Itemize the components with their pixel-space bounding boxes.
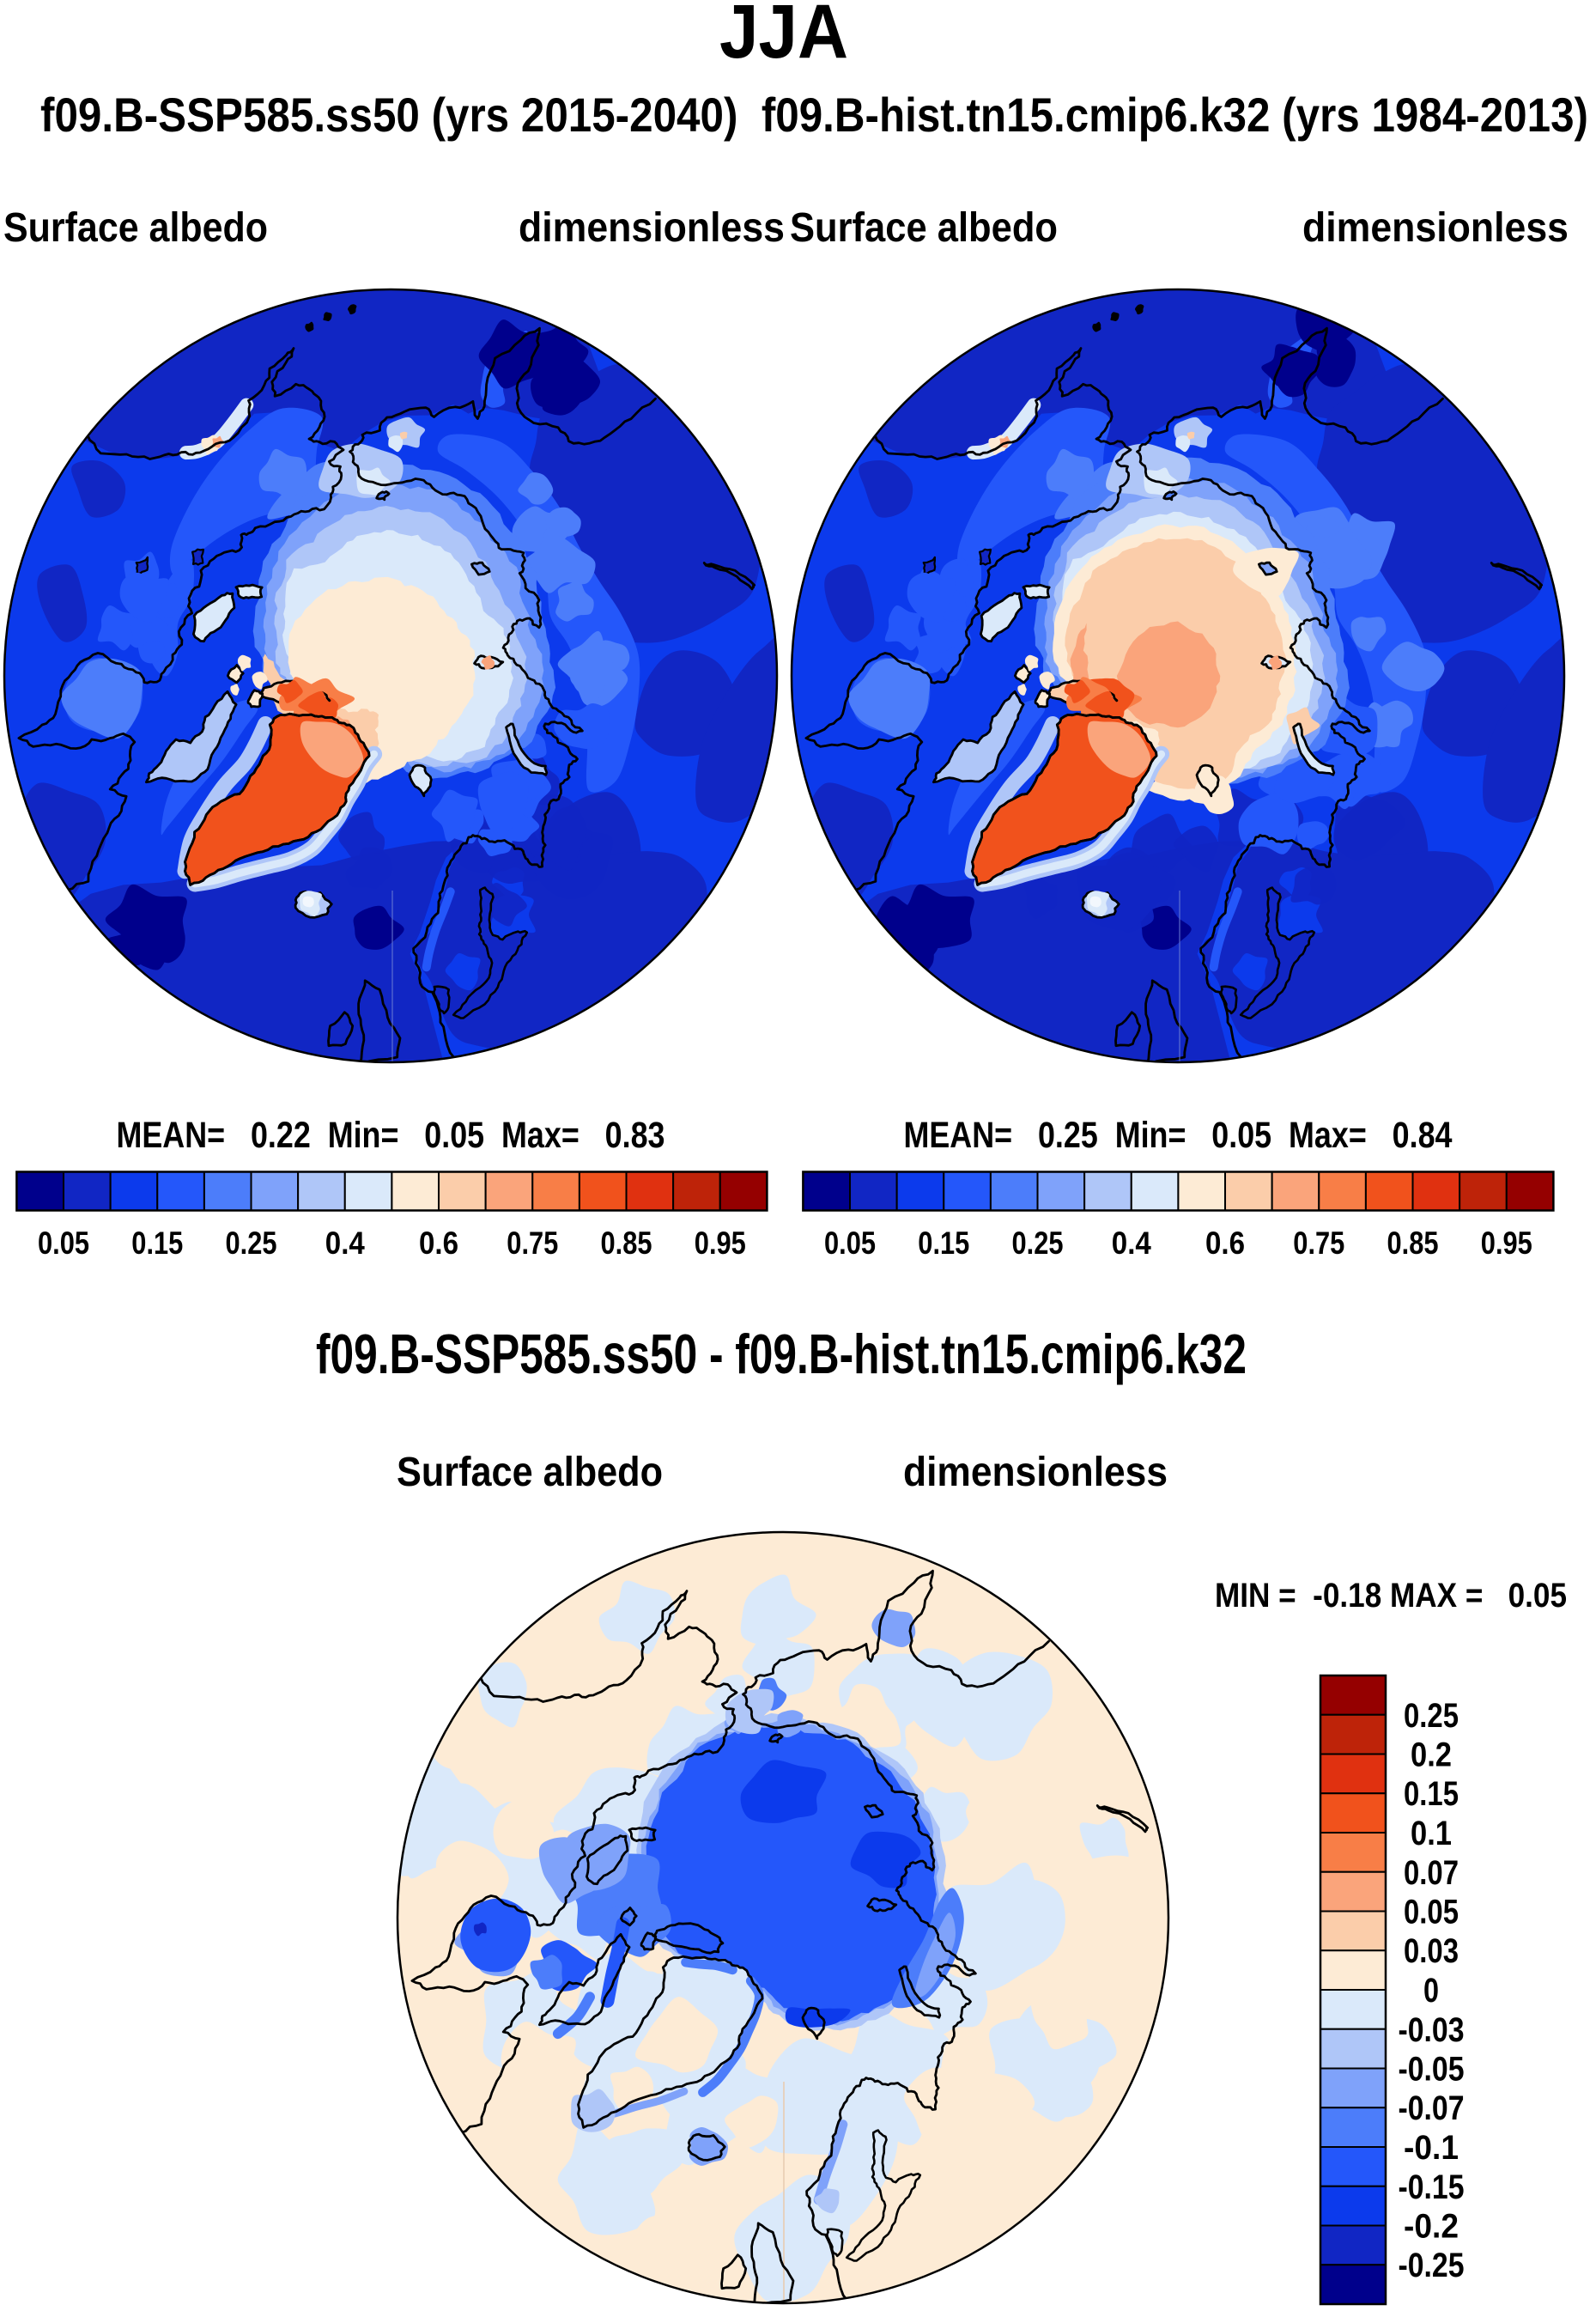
svg-text:0: 0 (1423, 1972, 1439, 2010)
svg-text:0.25: 0.25 (1012, 1225, 1064, 1261)
svg-text:0.95: 0.95 (1481, 1225, 1532, 1261)
svg-text:Surface albedo: Surface albedo (3, 205, 268, 251)
svg-text:0.95: 0.95 (695, 1225, 746, 1261)
svg-text:-0.05: -0.05 (1399, 2051, 1465, 2089)
svg-text:0.15: 0.15 (131, 1225, 183, 1261)
svg-text:-0.25: -0.25 (1399, 2247, 1465, 2284)
svg-text:MEAN= 0.25 Min= 0.05 Max: MEAN= 0.25 Min= 0.05 Max= 0.84 (904, 1115, 1453, 1156)
svg-text:-0.15: -0.15 (1399, 2168, 1465, 2206)
svg-text:0.75: 0.75 (1293, 1225, 1344, 1261)
svg-text:-0.03: -0.03 (1399, 2011, 1465, 2049)
svg-text:0.85: 0.85 (601, 1225, 652, 1261)
svg-text:-0.2: -0.2 (1404, 2208, 1459, 2246)
svg-text:0.6: 0.6 (419, 1225, 458, 1261)
svg-text:dimensionless: dimensionless (903, 1450, 1168, 1495)
svg-text:0.25: 0.25 (1404, 1697, 1459, 1735)
svg-text:f09.B-SSP585.ss50 - f09.B-hist: f09.B-SSP585.ss50 - f09.B-hist.tn15.cmip… (316, 1323, 1247, 1385)
svg-text:0.05: 0.05 (824, 1225, 876, 1261)
svg-text:MEAN= 0.22 Min= 0.05 Max: MEAN= 0.22 Min= 0.05 Max= 0.83 (117, 1115, 665, 1156)
svg-text:0.1: 0.1 (1411, 1815, 1452, 1852)
svg-text:0.15: 0.15 (918, 1225, 969, 1261)
svg-text:-0.07: -0.07 (1399, 2089, 1465, 2127)
svg-text:0.25: 0.25 (226, 1225, 277, 1261)
svg-text:0.15: 0.15 (1404, 1775, 1459, 1813)
svg-text:0.75: 0.75 (507, 1225, 558, 1261)
svg-text:Surface albedo: Surface albedo (397, 1450, 663, 1495)
svg-text:MIN = -0.18 MAX = 0.05: MIN = -0.18 MAX = 0.05 (1215, 1577, 1567, 1615)
svg-text:0.6: 0.6 (1205, 1225, 1245, 1261)
svg-text:JJA: JJA (719, 0, 848, 74)
svg-text:f09.B-SSP585.ss50 (yrs 2015-20: f09.B-SSP585.ss50 (yrs 2015-2040) f09.B-… (40, 88, 1588, 142)
svg-text:0.05: 0.05 (38, 1225, 89, 1261)
svg-text:0.2: 0.2 (1411, 1736, 1452, 1774)
svg-text:dimensionless: dimensionless (1302, 205, 1569, 251)
svg-text:dimensionless: dimensionless (519, 205, 785, 251)
svg-text:-0.1: -0.1 (1404, 2129, 1459, 2167)
svg-text:0.05: 0.05 (1404, 1894, 1459, 1931)
svg-text:0.4: 0.4 (1112, 1225, 1151, 1261)
svg-text:0.85: 0.85 (1387, 1225, 1439, 1261)
svg-text:0.4: 0.4 (325, 1225, 365, 1261)
svg-text:Surface albedo: Surface albedo (790, 205, 1058, 251)
svg-text:0.07: 0.07 (1404, 1854, 1459, 1892)
svg-text:0.03: 0.03 (1404, 1932, 1459, 1970)
